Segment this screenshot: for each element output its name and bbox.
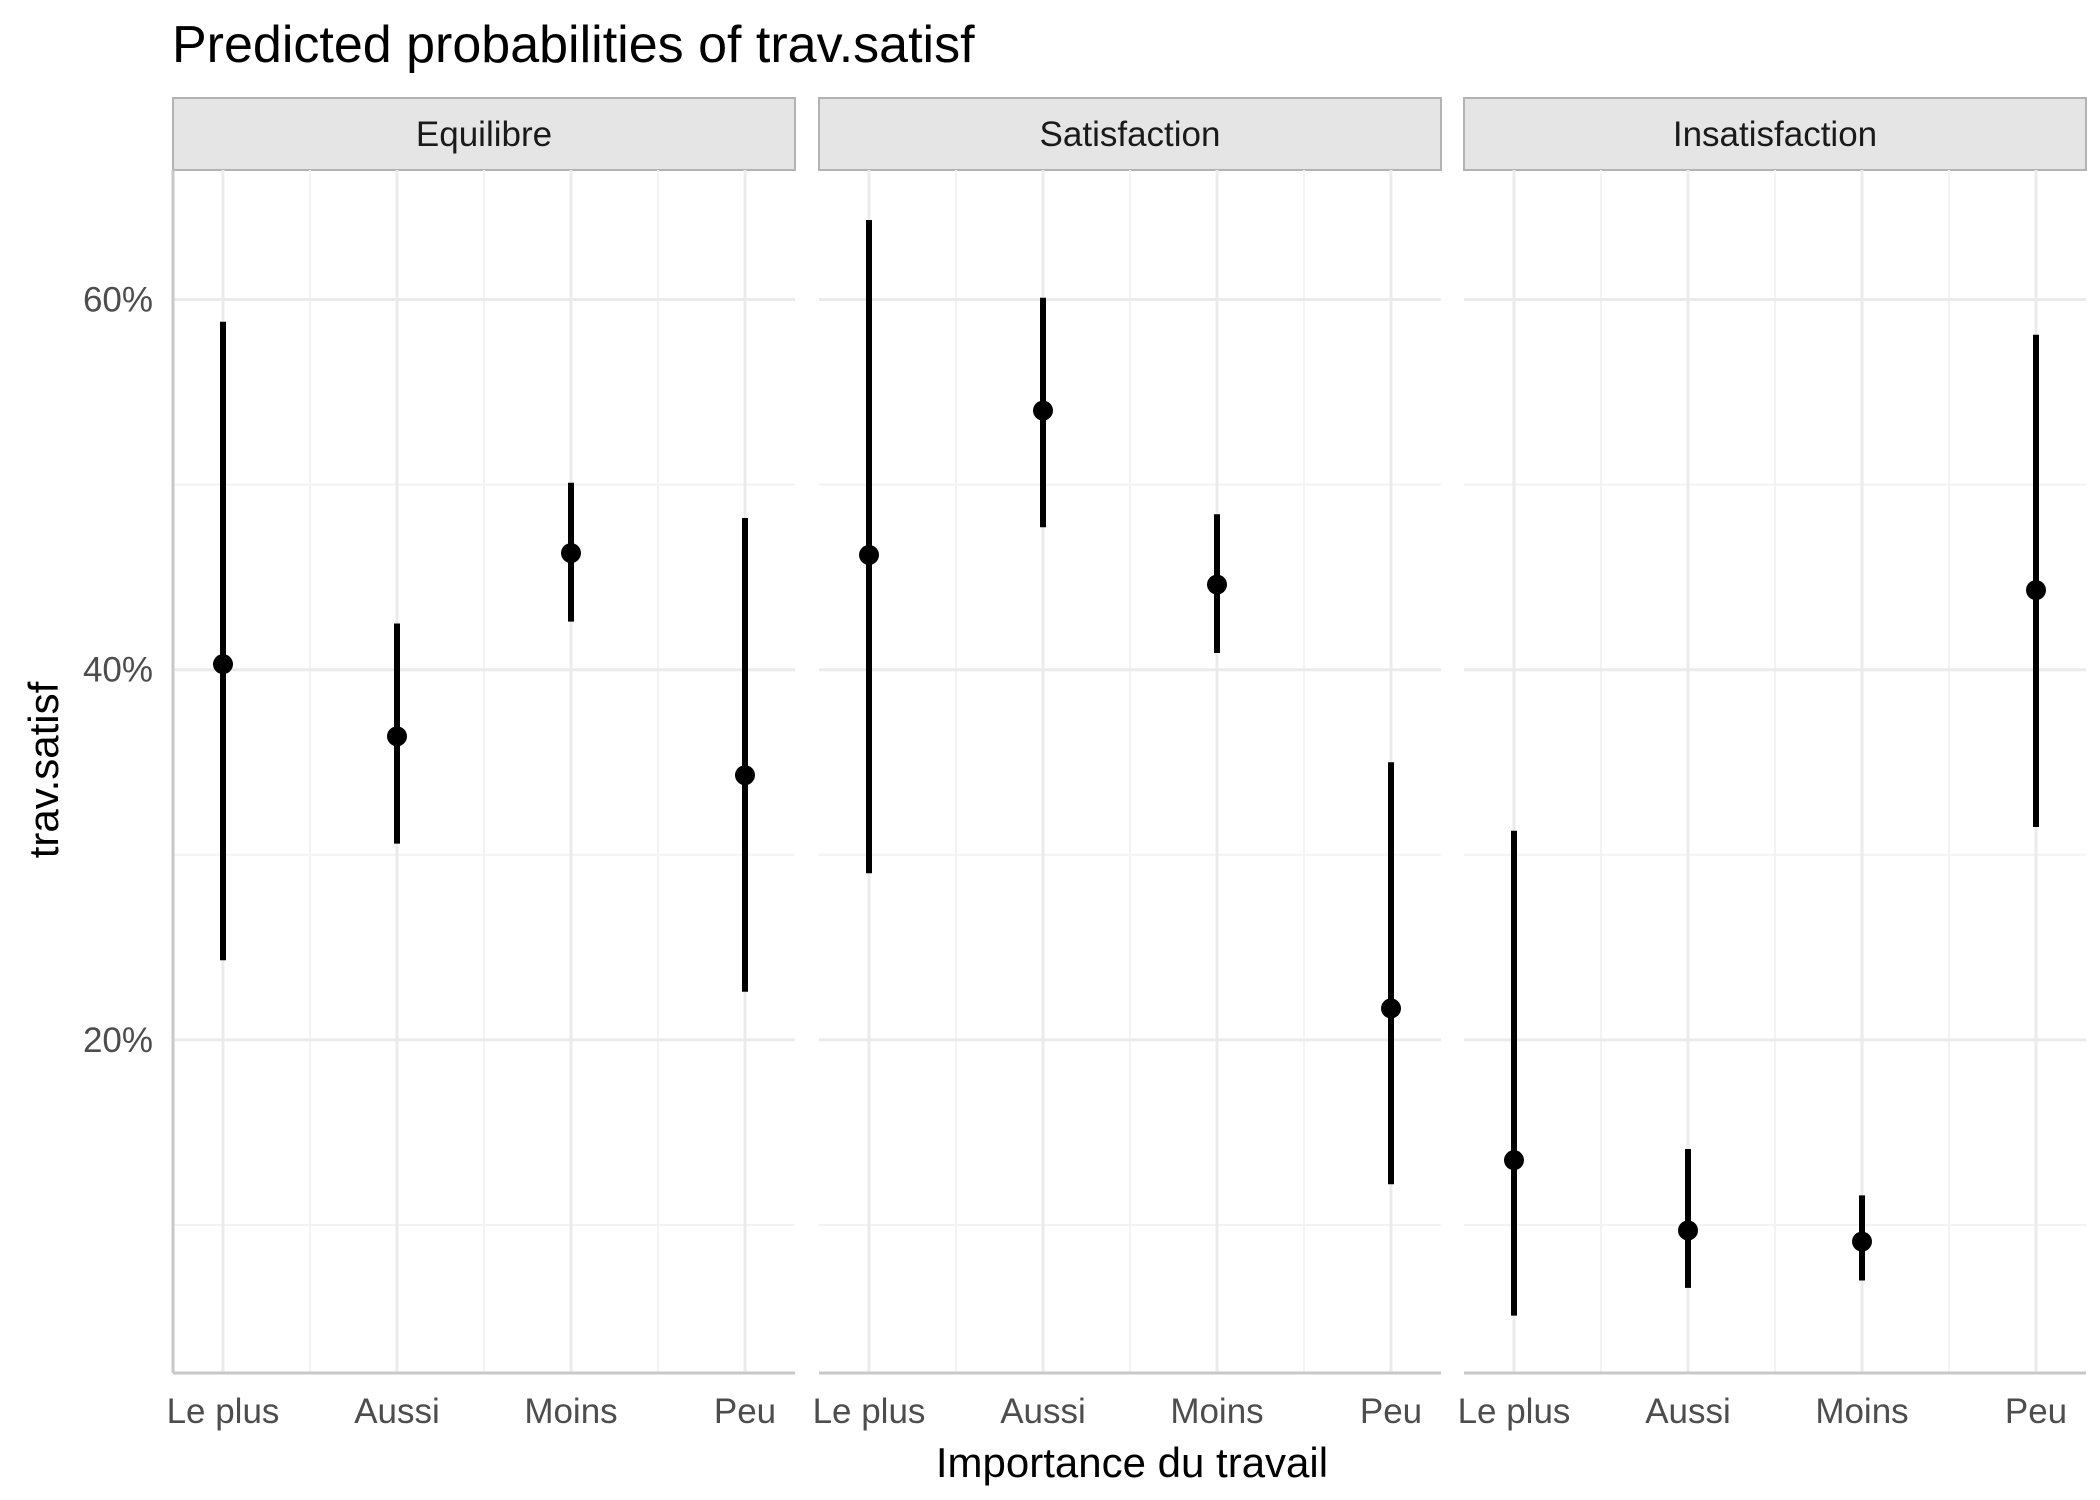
data-point (735, 765, 755, 786)
facet-strip-label: Equilibre (416, 115, 552, 154)
x-tick-label: Moins (1170, 1392, 1263, 1431)
facet-panel-satisfaction: Satisfaction Le plus Aussi Moins Peu (813, 97, 1442, 1431)
y-axis-title: trav.satisf (20, 681, 67, 858)
facet-panel-insatisfaction: Insatisfaction Le plus Aussi Moins Peu (1458, 97, 2087, 1431)
data-point (213, 654, 233, 675)
data-point (2026, 580, 2046, 601)
facet-strip-label: Satisfaction (1040, 115, 1221, 154)
facet-strip (1463, 97, 2087, 171)
facet-strip (172, 97, 796, 171)
data-point (859, 544, 879, 565)
x-tick-label: Aussi (1645, 1392, 1731, 1431)
data-point (1381, 998, 1401, 1019)
x-tick-label: Aussi (354, 1392, 440, 1431)
x-tick-label: Peu (714, 1392, 776, 1431)
data-point (1033, 400, 1053, 421)
data-point (387, 726, 407, 747)
chart-title: Predicted probabilities of trav.satisf (172, 16, 975, 74)
facet-strip (818, 97, 1442, 171)
y-tick-label: 20% (83, 1021, 153, 1060)
x-tick-label: Aussi (1000, 1392, 1086, 1431)
x-tick-label: Moins (1815, 1392, 1908, 1431)
x-tick-label: Le plus (167, 1392, 280, 1431)
y-tick-label: 60% (83, 281, 153, 320)
x-tick-label: Moins (524, 1392, 617, 1431)
data-point (1504, 1150, 1524, 1171)
x-tick-label: Le plus (813, 1392, 926, 1431)
facet-strip-label: Insatisfaction (1673, 115, 1877, 154)
y-tick-label: 40% (83, 651, 153, 690)
data-point (1678, 1220, 1698, 1241)
data-point (1852, 1231, 1872, 1252)
data-point (1207, 574, 1227, 595)
facet-panel-equilibre: Equilibre 20% 40% 60% Le plus Aussi Moins Peu (83, 97, 796, 1431)
x-tick-label: Peu (2005, 1392, 2067, 1431)
x-axis-title: Importance du travail (936, 1439, 1328, 1486)
data-point (561, 543, 581, 564)
x-tick-label: Le plus (1458, 1392, 1571, 1431)
x-tick-label: Peu (1360, 1392, 1422, 1431)
